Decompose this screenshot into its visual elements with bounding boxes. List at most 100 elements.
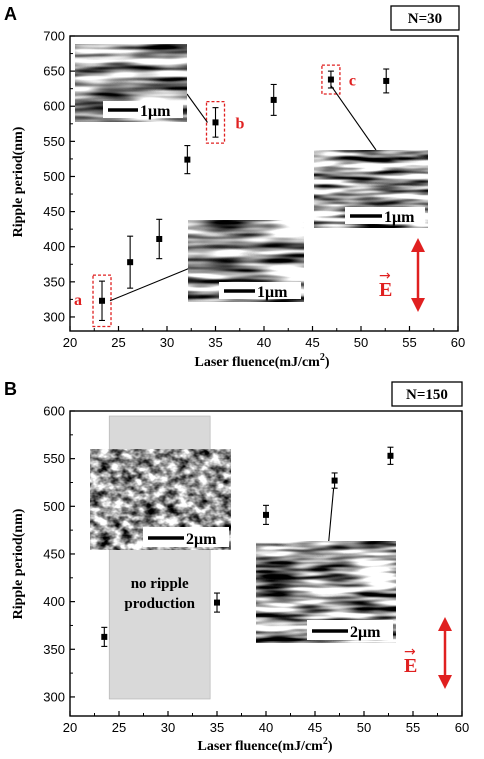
square-marker [127, 259, 134, 266]
square-marker [101, 633, 108, 640]
sem-inset-b: 1μm [75, 44, 187, 122]
panel-b-x-tick-label: 40 [259, 720, 273, 735]
panel-b-n-badge-text: N=150 [406, 387, 448, 403]
panel-b-data-point [214, 592, 220, 613]
sem-inset-a: 1μm [188, 220, 304, 302]
panel-b-y-tick-label: 450 [43, 546, 65, 561]
panel-b-e-label: E [404, 655, 417, 677]
panel-a-y-tick-label: 650 [43, 64, 65, 79]
sem-inset-b-scale: 1μm [140, 103, 171, 120]
panel-b-x-tick-label: 45 [308, 720, 322, 735]
panel-b-y-tick-label: 600 [43, 404, 65, 419]
panel-a: A 20 25 30 35 40 45 50 55 60 300 350 400 450 500 550 60… [4, 4, 465, 370]
panel-b-y-tick-label: 500 [43, 499, 65, 514]
square-marker [156, 235, 163, 242]
square-marker [263, 511, 269, 518]
panel-b-x-axis-label-main: Laser fluence(mJ/cm [198, 739, 324, 754]
panel-b-data-point [263, 504, 269, 525]
panel-a-y-tick-label: 500 [43, 169, 65, 184]
no-ripple-label-line2: production [124, 596, 195, 612]
panel-b-x-tick-label: 25 [112, 720, 126, 735]
annotation-box-c [321, 64, 341, 95]
panel-a-y-tick-label: 550 [43, 134, 65, 149]
panel-b-x-tick-label: 20 [63, 720, 77, 735]
panel-a-x-axis-label-sup: 2 [320, 352, 325, 363]
sem-inset-high-fluence: 2μm [256, 541, 396, 643]
panel-a-data-point [156, 218, 163, 260]
inset-connector-line [330, 85, 377, 151]
panel-a-data-point [270, 83, 277, 116]
panel-a-x-axis-label-main: Laser fluence(mJ/cm [195, 355, 321, 370]
panel-a-y-axis-label: Ripple period(nm) [11, 126, 26, 237]
inset-connector-line [186, 93, 208, 123]
panel-b-y-tick-label: 400 [43, 594, 65, 609]
panel-b-x-tick-label: 60 [455, 720, 469, 735]
sem-inset-c-scale: 1μm [384, 209, 415, 226]
panel-a-x-tick-label: 40 [257, 335, 271, 350]
panel-a-data-point [127, 235, 134, 289]
panel-a-x-tick-label: 25 [111, 335, 125, 350]
panel-b-x-axis-label-end: ) [328, 739, 333, 754]
sem-inset-low-fluence-scale: 2μm [186, 531, 217, 548]
annotation-label-a: a [74, 292, 82, 309]
annotation-label-c: c [349, 73, 356, 90]
panel-b: B no ripple production 20 25 30 35 40 45 50 55 60 3… [4, 379, 469, 754]
square-marker [184, 156, 191, 163]
inset-connector-line [109, 267, 191, 302]
sem-inset-high-fluence-scale: 2μm [350, 624, 381, 641]
panel-b-x-axis-label-sup: 2 [323, 736, 328, 747]
panel-b-y-tick-label: 300 [43, 689, 65, 704]
panel-b-e-arrow: → [404, 644, 416, 660]
square-marker [387, 452, 394, 459]
panel-a-x-tick-label: 20 [63, 335, 77, 350]
panel-a-x-tick-label: 60 [451, 335, 465, 350]
panel-a-x-tick-label: 30 [160, 335, 174, 350]
square-marker [270, 96, 277, 103]
panel-b-y-tick-label: 550 [43, 451, 65, 466]
panel-a-e-label: E [379, 279, 392, 301]
panel-a-data-point [212, 107, 219, 138]
panel-b-n-badge [391, 381, 463, 407]
panel-b-x-tick-label: 55 [406, 720, 420, 735]
panel-a-x-tick-label: 50 [354, 335, 368, 350]
panel-a-data-point [327, 70, 334, 89]
panel-a-x-tick-label: 35 [208, 335, 222, 350]
square-marker [214, 599, 220, 606]
panel-a-x-tick-label: 45 [305, 335, 319, 350]
panel-b-x-tick-label: 50 [357, 720, 371, 735]
panel-b-e-field: E → [404, 617, 452, 689]
panel-a-x-axis-label: Laser fluence(mJ/cm2) [195, 352, 330, 370]
square-marker [99, 297, 106, 304]
panel-b-x-axis-label: Laser fluence(mJ/cm2) [198, 736, 333, 754]
panel-a-y-tick-label: 350 [43, 274, 65, 289]
panel-a-y-tick-label: 400 [43, 239, 65, 254]
panel-a-n-badge-text: N=30 [408, 11, 442, 27]
panel-a-y-tick-label: 300 [43, 309, 65, 324]
panel-b-plot-area: no ripple production 20 25 30 35 40 45 50 55 60 300… [43, 404, 469, 736]
square-marker [212, 119, 219, 126]
annotation-label-b: b [236, 115, 245, 132]
panel-a-data-point [383, 68, 390, 94]
panel-a-y-tick-label: 700 [43, 29, 65, 44]
panel-a-data-point [184, 145, 191, 175]
panel-a-data-point [99, 280, 106, 322]
panel-a-plot-area: 20 25 30 35 40 45 50 55 60 300 350 400 450 500 550 600 6… [43, 29, 465, 351]
panel-a-e-field: E → [379, 238, 425, 312]
panel-b-data-point [387, 446, 394, 465]
panel-a-y-tick-label: 450 [43, 204, 65, 219]
panel-b-data-point [101, 626, 108, 647]
panel-b-x-tick-label: 30 [161, 720, 175, 735]
sem-inset-a-scale: 1μm [257, 284, 288, 301]
panel-b-y-axis-label: Ripple period(nm) [11, 508, 26, 619]
panel-a-x-axis-label-end: ) [325, 355, 330, 370]
panel-a-y-tick-label: 600 [43, 99, 65, 114]
panel-a-n-badge [390, 5, 460, 31]
square-marker [327, 76, 334, 83]
panel-a-x-tick-label: 55 [402, 335, 416, 350]
sem-inset-c: 1μm [314, 150, 428, 228]
panel-b-letter: B [4, 379, 17, 399]
panel-b-x-tick-label: 35 [210, 720, 224, 735]
panel-a-letter: A [4, 4, 17, 24]
square-marker [383, 77, 390, 84]
